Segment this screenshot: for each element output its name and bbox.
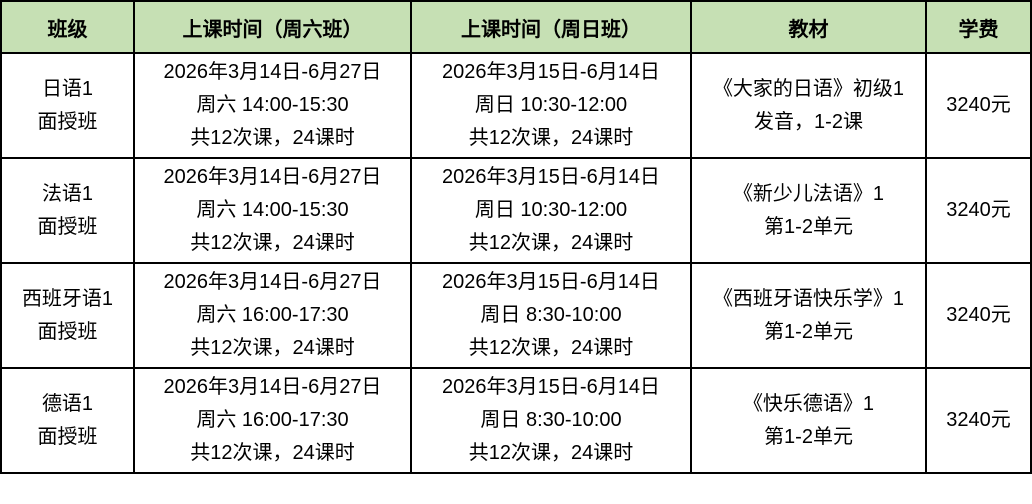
- sunday-sessions: 共12次课，24课时: [468, 232, 634, 254]
- saturday-sessions: 共12次课，24课时: [190, 232, 355, 254]
- tuition-value: 3240元: [946, 199, 1011, 221]
- cell-saturday-schedule: 2026年3月14日-6月27日 周六 16:00-17:30 共12次课，24…: [133, 367, 412, 474]
- saturday-sessions: 共12次课，24课时: [190, 337, 355, 359]
- cell-class-name: 法语1 面授班: [0, 157, 135, 264]
- cell-textbook: 《新少儿法语》1 第1-2单元: [690, 157, 927, 264]
- cell-class-name: 西班牙语1 面授班: [0, 262, 135, 369]
- saturday-dates: 2026年3月14日-6月27日: [163, 271, 382, 293]
- cell-tuition: 3240元: [925, 367, 1032, 474]
- textbook-units: 第1-2单元: [764, 320, 853, 343]
- tuition-value: 3240元: [946, 94, 1011, 116]
- saturday-hours: 周六 16:00-17:30: [196, 304, 349, 326]
- sunday-sessions: 共12次课，24课时: [468, 442, 634, 464]
- header-cell-class-name: 班级: [0, 0, 135, 54]
- saturday-hours: 周六 14:00-15:30: [196, 94, 349, 116]
- class-type-line: 面授班: [37, 215, 98, 238]
- sunday-dates: 2026年3月15日-6月14日: [442, 61, 660, 83]
- table-row: 西班牙语1 面授班 2026年3月14日-6月27日 周六 16:00-17:3…: [0, 262, 1032, 369]
- saturday-dates: 2026年3月14日-6月27日: [163, 166, 382, 188]
- cell-tuition: 3240元: [925, 262, 1032, 369]
- class-name-line: 西班牙语1: [21, 287, 114, 310]
- sunday-dates: 2026年3月15日-6月14日: [442, 271, 660, 293]
- tuition-value: 3240元: [946, 304, 1011, 326]
- saturday-sessions: 共12次课，24课时: [190, 127, 355, 149]
- cell-sunday-schedule: 2026年3月15日-6月14日 周日 10:30-12:00 共12次课，24…: [410, 52, 692, 159]
- sunday-hours: 周日 8:30-10:00: [480, 304, 622, 326]
- sunday-hours: 周日 10:30-12:00: [474, 94, 628, 116]
- cell-sunday-schedule: 2026年3月15日-6月14日 周日 8:30-10:00 共12次课，24课…: [410, 367, 692, 474]
- textbook-units: 发音，1-2课: [754, 110, 863, 133]
- class-name-line: 法语1: [41, 182, 94, 205]
- cell-class-name: 德语1 面授班: [0, 367, 135, 474]
- cell-sunday-schedule: 2026年3月15日-6月14日 周日 10:30-12:00 共12次课，24…: [410, 157, 692, 264]
- cell-sunday-schedule: 2026年3月15日-6月14日 周日 8:30-10:00 共12次课，24课…: [410, 262, 692, 369]
- textbook-title: 《快乐德语》1: [742, 392, 875, 415]
- sunday-sessions: 共12次课，24课时: [468, 127, 634, 149]
- class-name-line: 日语1: [41, 77, 94, 100]
- saturday-hours: 周六 16:00-17:30: [196, 409, 349, 431]
- saturday-sessions: 共12次课，24课时: [190, 442, 355, 464]
- sunday-dates: 2026年3月15日-6月14日: [442, 166, 660, 188]
- cell-tuition: 3240元: [925, 157, 1032, 264]
- textbook-units: 第1-2单元: [764, 425, 853, 448]
- textbook-title: 《新少儿法语》1: [732, 182, 885, 205]
- saturday-dates: 2026年3月14日-6月27日: [163, 61, 382, 83]
- cell-saturday-schedule: 2026年3月14日-6月27日 周六 16:00-17:30 共12次课，24…: [133, 262, 412, 369]
- sunday-hours: 周日 10:30-12:00: [474, 199, 628, 221]
- sunday-dates: 2026年3月15日-6月14日: [442, 376, 660, 398]
- class-name-line: 德语1: [41, 392, 94, 415]
- table-row: 德语1 面授班 2026年3月14日-6月27日 周六 16:00-17:30 …: [0, 367, 1032, 474]
- tuition-value: 3240元: [946, 409, 1011, 431]
- class-type-line: 面授班: [37, 425, 98, 448]
- header-cell-saturday-time: 上课时间（周六班）: [133, 0, 412, 54]
- saturday-dates: 2026年3月14日-6月27日: [163, 376, 382, 398]
- cell-saturday-schedule: 2026年3月14日-6月27日 周六 14:00-15:30 共12次课，24…: [133, 157, 412, 264]
- textbook-title: 《大家的日语》初级1: [712, 77, 905, 100]
- table-row: 日语1 面授班 2026年3月14日-6月27日 周六 14:00-15:30 …: [0, 52, 1032, 159]
- cell-textbook: 《西班牙语快乐学》1 第1-2单元: [690, 262, 927, 369]
- cell-textbook: 《快乐德语》1 第1-2单元: [690, 367, 927, 474]
- cell-tuition: 3240元: [925, 52, 1032, 159]
- cell-saturday-schedule: 2026年3月14日-6月27日 周六 14:00-15:30 共12次课，24…: [133, 52, 412, 159]
- header-cell-textbook: 教材: [690, 0, 927, 54]
- saturday-hours: 周六 14:00-15:30: [196, 199, 349, 221]
- table-row: 法语1 面授班 2026年3月14日-6月27日 周六 14:00-15:30 …: [0, 157, 1032, 264]
- header-row: 班级 上课时间（周六班） 上课时间（周日班） 教材 学费: [0, 0, 1032, 54]
- cell-class-name: 日语1 面授班: [0, 52, 135, 159]
- sunday-sessions: 共12次课，24课时: [468, 337, 634, 359]
- class-type-line: 面授班: [37, 110, 98, 133]
- textbook-title: 《西班牙语快乐学》1: [712, 287, 905, 310]
- class-schedule-table: 班级 上课时间（周六班） 上课时间（周日班） 教材 学费 日语1 面授班 202…: [0, 0, 1032, 474]
- cell-textbook: 《大家的日语》初级1 发音，1-2课: [690, 52, 927, 159]
- textbook-units: 第1-2单元: [764, 215, 853, 238]
- header-cell-sunday-time: 上课时间（周日班）: [410, 0, 692, 54]
- class-type-line: 面授班: [37, 320, 98, 343]
- sunday-hours: 周日 8:30-10:00: [480, 409, 622, 431]
- header-cell-tuition: 学费: [925, 0, 1032, 54]
